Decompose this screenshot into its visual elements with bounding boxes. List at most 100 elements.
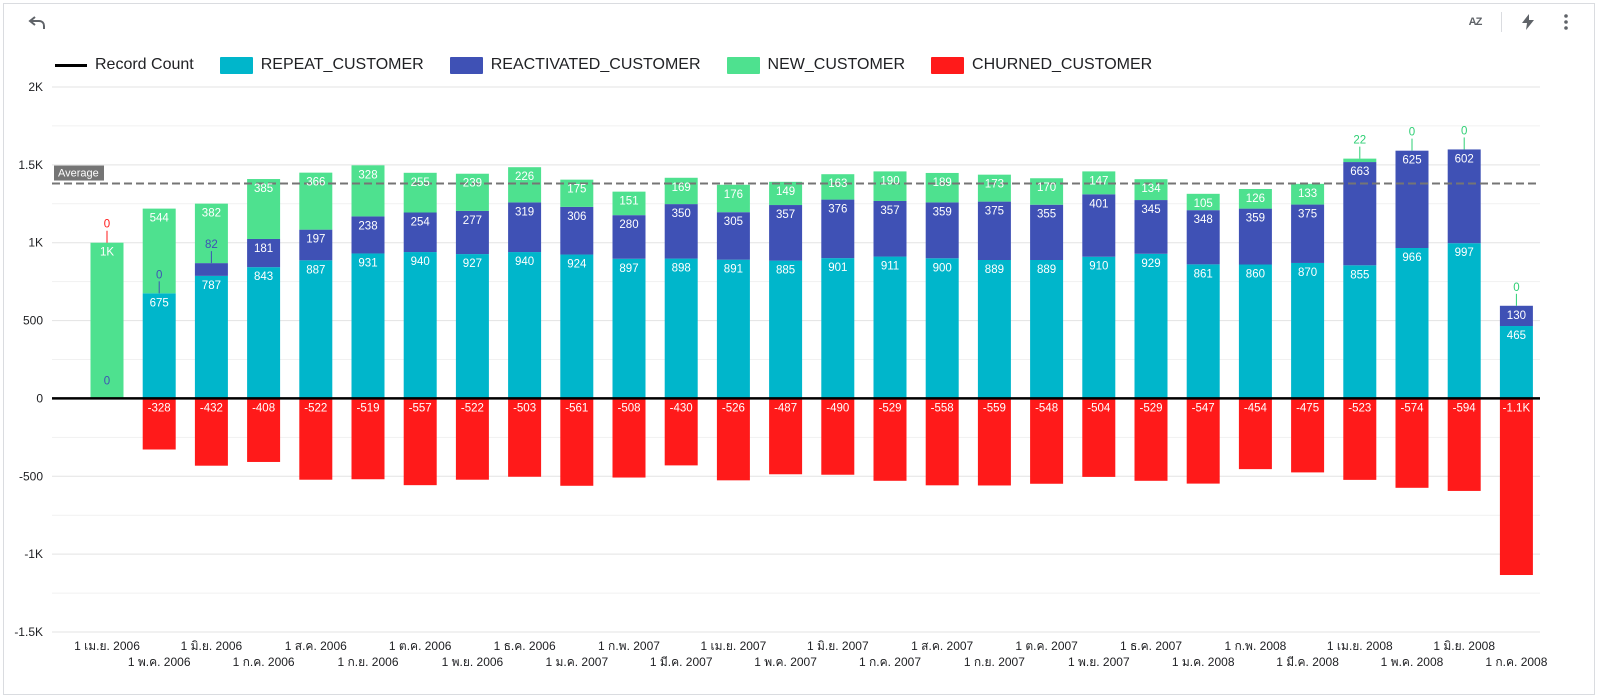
legend-label: CHURNED_CUSTOMER bbox=[972, 56, 1153, 73]
data-label-repeat: 855 bbox=[1350, 269, 1369, 281]
data-label-repeat: 870 bbox=[1298, 267, 1317, 279]
data-label-churned: -557 bbox=[409, 402, 432, 414]
x-tick-label: 1 ม.ค. 2007 bbox=[545, 655, 608, 669]
legend-item-churned[interactable]: CHURNED_CUSTOMER bbox=[931, 56, 1152, 74]
bar-churned bbox=[194, 398, 228, 466]
data-label-repeat: 861 bbox=[1194, 268, 1213, 280]
sort-az-icon[interactable]: AZ bbox=[1463, 10, 1487, 34]
data-label-churned: 0 bbox=[104, 219, 110, 231]
x-tick-label: 1 ก.ค. 2006 bbox=[233, 655, 295, 669]
legend-item-record-count[interactable]: Record Count bbox=[55, 56, 194, 74]
x-tick-label: 1 ก.ย. 2007 bbox=[964, 655, 1025, 669]
bar-repeat bbox=[455, 254, 489, 399]
x-tick-label: 1 เม.ย. 2006 bbox=[74, 639, 140, 653]
bar-repeat bbox=[1186, 264, 1220, 399]
data-label-repeat: 911 bbox=[881, 261, 899, 273]
bar-new bbox=[821, 174, 855, 200]
data-label-repeat: 931 bbox=[358, 257, 377, 269]
data-label-repeat: 787 bbox=[202, 280, 221, 292]
data-label-repeat: 898 bbox=[672, 263, 691, 275]
data-label-repeat: 465 bbox=[1507, 330, 1526, 342]
bar-churned bbox=[612, 398, 646, 478]
bar-churned bbox=[1447, 398, 1481, 491]
legend-item-repeat[interactable]: REPEAT_CUSTOMER bbox=[219, 56, 424, 74]
bar-new bbox=[299, 172, 333, 230]
undo-icon[interactable] bbox=[26, 12, 48, 34]
bar-repeat bbox=[612, 258, 646, 399]
data-label-reactivated: 197 bbox=[306, 234, 325, 246]
data-label-new: 149 bbox=[776, 186, 795, 198]
legend-item-new[interactable]: NEW_CUSTOMER bbox=[726, 56, 905, 74]
bar-churned bbox=[1395, 398, 1429, 488]
bar-reactivated bbox=[977, 201, 1011, 260]
bar-repeat bbox=[403, 252, 437, 399]
data-label-reactivated: 375 bbox=[1298, 209, 1317, 221]
bar-reactivated bbox=[1030, 204, 1064, 260]
bar-churned bbox=[1134, 398, 1168, 481]
data-label-reactivated: 357 bbox=[880, 205, 899, 217]
data-label-churned: -328 bbox=[148, 402, 171, 414]
data-label-churned: -408 bbox=[252, 402, 275, 414]
bar-reactivated bbox=[769, 205, 803, 261]
bar-reactivated bbox=[612, 215, 646, 259]
data-label-reactivated: 345 bbox=[1141, 204, 1160, 216]
lightning-icon[interactable] bbox=[1516, 10, 1540, 34]
bar-repeat bbox=[873, 256, 907, 399]
data-label-churned: -547 bbox=[1192, 402, 1215, 414]
x-axis: 1 เม.ย. 2006 1 พ.ค. 2006 1 มิ.ย. 2006 1 ก.ค… bbox=[74, 639, 1548, 669]
data-label-new: 0 bbox=[1513, 282, 1519, 294]
average-label: Average bbox=[58, 168, 99, 180]
bar-new bbox=[403, 172, 437, 213]
x-tick-label: 1 ต.ค. 2006 bbox=[389, 639, 452, 653]
legend-item-reactivated[interactable]: REACTIVATED_CUSTOMER bbox=[449, 56, 701, 74]
bar-new bbox=[1238, 188, 1272, 209]
data-label-churned: -529 bbox=[878, 402, 901, 414]
data-label-new: 0 bbox=[1461, 125, 1467, 137]
toolbar-divider bbox=[1501, 12, 1502, 32]
data-label-churned: -523 bbox=[1348, 402, 1371, 414]
bar-repeat bbox=[299, 260, 333, 399]
x-tick-label: 1 มิ.ย. 2008 bbox=[1433, 639, 1495, 653]
bar-reactivated bbox=[821, 199, 855, 259]
data-label-new: 189 bbox=[933, 177, 952, 189]
data-label-churned: -503 bbox=[513, 402, 536, 414]
more-vert-icon[interactable] bbox=[1554, 10, 1578, 34]
bar-reactivated bbox=[716, 212, 750, 260]
data-label-repeat: 889 bbox=[1037, 264, 1056, 276]
bar-new bbox=[1186, 193, 1220, 211]
bar-new bbox=[612, 191, 646, 216]
bar-repeat bbox=[821, 258, 855, 399]
bar-reactivated bbox=[1499, 305, 1533, 327]
data-label-churned: -529 bbox=[1139, 402, 1162, 414]
bar-reactivated bbox=[1186, 210, 1220, 265]
bar-repeat bbox=[716, 259, 750, 399]
data-label-churned: -490 bbox=[826, 402, 849, 414]
x-tick-label: 1 พ.ค. 2008 bbox=[1381, 655, 1444, 669]
data-label-reactivated: 663 bbox=[1350, 166, 1369, 178]
bar-churned bbox=[351, 398, 385, 480]
bar-new bbox=[1291, 183, 1325, 205]
data-label-churned: -574 bbox=[1400, 402, 1424, 414]
data-label-reactivated: 376 bbox=[828, 204, 847, 216]
bar-repeat bbox=[1291, 262, 1325, 399]
bars bbox=[90, 149, 1533, 576]
y-axis: 2K 1.5K 1K 500 0 -500 -1K -1.5K bbox=[14, 80, 43, 639]
bar-repeat bbox=[1082, 256, 1116, 399]
data-label-new: 226 bbox=[515, 171, 534, 183]
x-tick-label: 1 ธ.ค. 2007 bbox=[1120, 639, 1182, 653]
x-tick-label: 1 มิ.ย. 2007 bbox=[807, 639, 869, 653]
bar-new bbox=[716, 184, 750, 213]
x-tick-label: 1 ก.ย. 2006 bbox=[337, 655, 398, 669]
x-tick-label: 1 เม.ย. 2007 bbox=[701, 639, 767, 653]
bar-new bbox=[247, 179, 281, 239]
data-label-repeat: 891 bbox=[724, 264, 743, 276]
bar-new bbox=[664, 177, 698, 205]
bar-reactivated bbox=[925, 202, 959, 259]
legend-swatch bbox=[449, 56, 483, 74]
bar-new bbox=[977, 174, 1011, 202]
data-label-churned: -454 bbox=[1244, 402, 1268, 414]
bar-repeat bbox=[1134, 253, 1168, 399]
data-label-churned: -561 bbox=[565, 402, 588, 414]
x-tick-label: 1 พ.ย. 2006 bbox=[442, 655, 504, 669]
data-label-new: 544 bbox=[150, 213, 170, 225]
